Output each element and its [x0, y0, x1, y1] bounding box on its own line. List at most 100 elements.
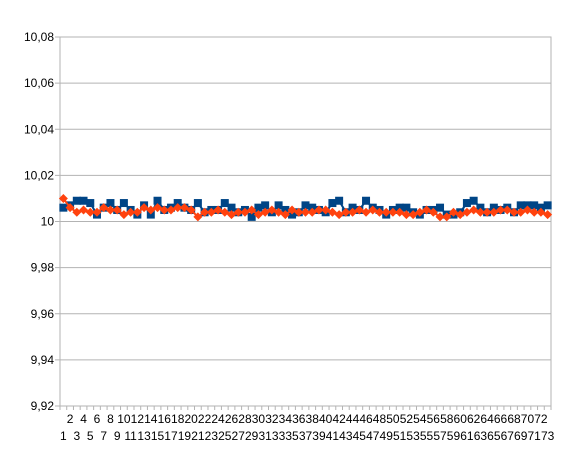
data-point — [422, 205, 432, 215]
data-point — [401, 210, 411, 220]
data-point — [173, 203, 183, 213]
data-point — [220, 199, 229, 208]
data-point — [321, 205, 331, 215]
data-point — [348, 203, 357, 212]
data-point — [281, 205, 290, 214]
y-tick-label: 9,94 — [31, 353, 55, 367]
plot-area-frame — [59, 36, 552, 407]
data-point — [368, 205, 378, 215]
data-point — [92, 207, 102, 217]
data-point — [79, 205, 89, 215]
data-point — [361, 207, 371, 217]
data-point — [274, 207, 284, 217]
data-point — [59, 203, 68, 212]
x-tick-label: 60 — [454, 412, 468, 426]
x-tick-label: 63 — [474, 429, 488, 443]
x-tick-label: 35 — [285, 429, 299, 443]
x-tick-label: 47 — [366, 429, 380, 443]
x-tick-label: 50 — [386, 412, 400, 426]
y-tick-label: 10 — [41, 215, 55, 229]
data-point — [301, 201, 310, 210]
x-tick-label: 32 — [265, 412, 279, 426]
data-point — [280, 210, 290, 220]
x-tick-label: 73 — [541, 429, 555, 443]
y-axis-ticks: 9,92 9,94 9,96 9,98 10 10,02 10,04 10,06 10,08 — [24, 30, 54, 413]
x-tick-label: 40 — [319, 412, 333, 426]
data-point — [99, 203, 109, 213]
x-tick-label: 57 — [433, 429, 447, 443]
data-point — [213, 205, 223, 215]
data-point — [335, 196, 344, 205]
x-tick-label: 51 — [393, 429, 407, 443]
data-point — [341, 207, 351, 217]
data-point — [79, 196, 88, 205]
data-point — [435, 212, 445, 222]
x-tick-label: 65 — [487, 429, 501, 443]
data-point — [288, 210, 297, 219]
x-tick-label: 68 — [507, 412, 521, 426]
data-point — [348, 207, 358, 217]
data-point — [388, 207, 398, 217]
x-tick-label: 67 — [501, 429, 515, 443]
x-tick-label: 43 — [339, 429, 353, 443]
data-point — [139, 203, 149, 213]
data-point — [455, 210, 465, 220]
x-tick-label: 7 — [100, 429, 107, 443]
data-point — [395, 203, 404, 212]
x-tick-label: 39 — [312, 429, 326, 443]
data-point — [261, 201, 270, 210]
data-point — [522, 205, 532, 215]
data-point — [475, 207, 485, 217]
data-point — [173, 199, 182, 208]
data-point — [126, 207, 136, 217]
data-point — [381, 207, 391, 217]
y-tick-label: 10,02 — [24, 168, 54, 182]
data-point — [529, 207, 539, 217]
data-point — [408, 210, 418, 220]
data-point — [106, 199, 115, 208]
data-point — [436, 203, 445, 212]
x-tick-label: 72 — [534, 412, 548, 426]
x-tick-label: 53 — [406, 429, 420, 443]
data-point — [193, 199, 202, 208]
data-point — [334, 210, 344, 220]
x-tick-label: 8 — [107, 412, 114, 426]
data-point — [489, 207, 499, 217]
data-point — [448, 207, 458, 217]
x-tick-label: 17 — [164, 429, 178, 443]
data-point — [153, 196, 162, 205]
x-tick-label: 21 — [191, 429, 205, 443]
data-point — [523, 201, 532, 210]
grid-lines — [55, 36, 551, 407]
x-tick-label: 2 — [67, 412, 74, 426]
y-tick-label: 10,06 — [24, 76, 54, 90]
x-tick-label: 11 — [124, 429, 137, 443]
data-point — [502, 205, 512, 215]
y-tick-label: 10,08 — [24, 30, 54, 44]
data-point — [105, 205, 115, 215]
x-tick-label: 69 — [514, 429, 528, 443]
data-point — [482, 207, 492, 217]
x-tick-label: 12 — [131, 412, 145, 426]
x-tick-label: 33 — [272, 429, 286, 443]
x-tick-label: 30 — [252, 412, 266, 426]
data-point — [362, 196, 371, 205]
x-tick-label: 25 — [218, 429, 232, 443]
data-point — [307, 207, 317, 217]
data-point — [543, 210, 553, 220]
x-tick-label: 59 — [447, 429, 461, 443]
data-point — [327, 207, 337, 217]
data-point — [428, 207, 438, 217]
x-tick-label: 19 — [178, 429, 192, 443]
data-point — [153, 203, 163, 213]
x-tick-label: 28 — [238, 412, 252, 426]
x-tick-label: 56 — [427, 412, 441, 426]
data-point — [58, 193, 68, 203]
x-tick-label: 29 — [245, 429, 259, 443]
data-point — [233, 207, 243, 217]
data-point — [308, 203, 317, 212]
x-tick-label: 49 — [380, 429, 394, 443]
x-tick-label: 42 — [332, 412, 346, 426]
x-tick-label: 15 — [151, 429, 165, 443]
